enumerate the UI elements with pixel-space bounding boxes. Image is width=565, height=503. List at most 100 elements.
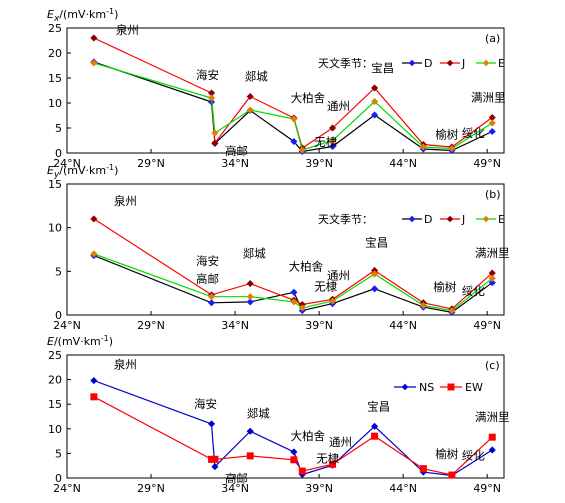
station-label: 高邮	[225, 144, 248, 158]
legend-marker	[401, 383, 409, 391]
data-point-D	[370, 111, 379, 119]
y-tick-label: 25	[48, 349, 62, 362]
legend-marker	[482, 215, 490, 223]
y-tick-label: 0	[55, 147, 62, 160]
x-tick-label: 34°N	[221, 482, 249, 495]
x-tick-label: 39°N	[305, 319, 333, 332]
data-point-E	[207, 94, 216, 102]
y-tick-label: 5	[55, 122, 62, 135]
data-point-NS	[90, 376, 98, 385]
legend-entry: J	[461, 57, 465, 70]
data-point-NS	[370, 422, 379, 430]
legend-entry: NS	[419, 381, 434, 394]
panel-label: (b)	[485, 188, 501, 201]
x-tick-label: 44°N	[389, 482, 417, 495]
series-line-E	[93, 253, 493, 312]
y-tick-label: 15	[48, 398, 62, 411]
series-line-J	[93, 218, 493, 310]
data-point-NS	[290, 448, 298, 456]
data-point-J	[370, 84, 379, 92]
x-tick-label: 24°N	[53, 157, 81, 170]
chart-panel-1: 0 5 10 15 20 25 24°N 29°N 34°N 39°N 44°N 49°N Ex/(mV…	[47, 7, 505, 170]
station-label: 无棣	[314, 135, 337, 149]
data-point-D	[370, 285, 379, 293]
y-axis-label: Ex/(mV·km-1)	[47, 7, 118, 24]
legend-title: 天文季节：	[318, 56, 373, 70]
panel-label: (a)	[485, 32, 500, 45]
station-label: 宝昌	[367, 399, 390, 413]
y-tick-label: 0	[55, 309, 62, 322]
panel-label: (c)	[485, 359, 500, 372]
legend-entry: J	[461, 213, 465, 226]
station-label: 郯城	[247, 406, 270, 420]
station-label: 郯城	[245, 70, 268, 84]
station-label: 满洲里	[471, 91, 506, 105]
legend-marker	[482, 59, 490, 67]
data-point-E	[246, 293, 254, 301]
series-line-D	[93, 255, 493, 314]
data-point-J	[246, 92, 254, 101]
data-point-NS	[211, 463, 219, 471]
legend-marker	[408, 215, 416, 223]
station-label: 海安	[196, 254, 219, 268]
station-label: 榆树	[435, 447, 458, 461]
data-point-NS	[207, 420, 216, 428]
x-tick-label: 29°N	[137, 157, 165, 170]
data-point-E	[211, 129, 219, 137]
legend-entry: EW	[465, 381, 483, 394]
station-label: 无棣	[314, 280, 337, 294]
series-line-E	[93, 62, 493, 151]
data-point-D	[290, 288, 298, 296]
station-label: 通州	[329, 435, 352, 449]
data-point-D	[488, 127, 496, 136]
data-point-E	[448, 306, 456, 315]
data-point-EW	[298, 467, 306, 475]
chart-panel-2: 0 5 10 15 24°N 29°N 34°N 39°N 44°N 49°N Ey/(mV·km-…	[47, 163, 509, 332]
y-tick-label: 10	[48, 423, 62, 436]
data-point-E	[90, 59, 98, 67]
legend-marker	[447, 383, 455, 391]
data-point-E	[246, 106, 254, 114]
data-point-J	[328, 124, 337, 132]
legend-entry: D	[424, 213, 432, 226]
legend-entry: E	[498, 213, 505, 226]
station-label: 大柏舍	[289, 260, 324, 274]
station-label: 绥化	[462, 449, 485, 463]
chart-panel-3: 0 5 10 15 20 25 24°N 29°N 34°N 39°N 44°N 49°N E/(mV·…	[47, 334, 509, 495]
data-point-EW	[290, 456, 298, 464]
x-tick-label: 49°N	[473, 482, 501, 495]
data-point-E	[419, 301, 427, 310]
station-label: 郯城	[243, 247, 266, 261]
y-tick-label: 5	[55, 265, 62, 278]
y-tick-label: 10	[48, 222, 62, 235]
plot-frame	[66, 183, 505, 316]
legend-entry: E	[498, 57, 505, 70]
station-label: 无棣	[316, 452, 339, 466]
data-point-EW	[246, 452, 254, 460]
data-point-NS	[246, 427, 254, 435]
data-point-D	[207, 299, 216, 307]
legend-marker	[446, 59, 454, 67]
x-tick-label: 34°N	[221, 319, 249, 332]
data-point-EW	[488, 433, 496, 441]
station-label: 满洲里	[475, 246, 510, 260]
station-label: 大柏舍	[291, 429, 326, 443]
station-label: 榆树	[433, 280, 456, 294]
station-label: 大柏舍	[291, 91, 326, 105]
station-label: 高邮	[225, 472, 248, 486]
station-label: 通州	[327, 99, 350, 113]
data-point-E	[298, 304, 306, 312]
legend-marker	[446, 215, 454, 223]
station-label: 泉州	[114, 358, 137, 372]
y-tick-label: 20	[48, 47, 62, 60]
station-label: 泉州	[114, 194, 137, 208]
data-point-J	[246, 279, 254, 288]
data-point-E	[290, 115, 298, 123]
data-point-E	[328, 297, 337, 305]
data-point-E	[488, 119, 496, 127]
y-axis-label: E/(mV·km-1)	[47, 334, 113, 348]
data-point-D	[290, 137, 298, 146]
series-line-D	[93, 61, 493, 153]
plot-frame	[66, 27, 505, 154]
